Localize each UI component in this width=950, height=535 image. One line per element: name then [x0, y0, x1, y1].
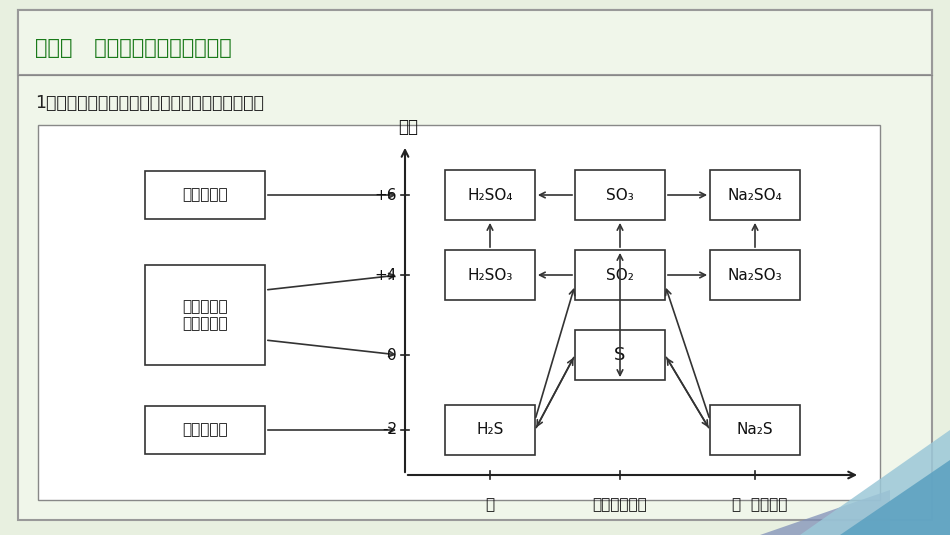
Text: 单质或氧化物: 单质或氧化物	[593, 497, 647, 512]
FancyBboxPatch shape	[145, 406, 265, 454]
Polygon shape	[760, 490, 890, 535]
Text: +4: +4	[374, 268, 397, 282]
Text: SO₃: SO₃	[606, 187, 634, 203]
Text: 既有氧化性
又有还原性: 既有氧化性 又有还原性	[182, 299, 228, 331]
Text: SO₂: SO₂	[606, 268, 634, 282]
FancyBboxPatch shape	[575, 330, 665, 380]
Text: H₂SO₄: H₂SO₄	[467, 187, 513, 203]
Text: 1．硫元素的化合价与氧化性、还原性之间的关系: 1．硫元素的化合价与氧化性、还原性之间的关系	[35, 94, 264, 112]
FancyBboxPatch shape	[710, 170, 800, 220]
Polygon shape	[800, 430, 950, 535]
Text: 0: 0	[388, 348, 397, 363]
FancyBboxPatch shape	[445, 405, 535, 455]
FancyBboxPatch shape	[445, 170, 535, 220]
FancyBboxPatch shape	[145, 171, 265, 219]
FancyBboxPatch shape	[710, 250, 800, 300]
FancyBboxPatch shape	[575, 170, 665, 220]
Text: 盐  物质类别: 盐 物质类别	[732, 497, 788, 512]
Text: 价态: 价态	[398, 118, 418, 136]
Text: -2: -2	[382, 423, 397, 438]
FancyBboxPatch shape	[710, 405, 800, 455]
Text: 只有氧化性: 只有氧化性	[182, 187, 228, 203]
FancyBboxPatch shape	[145, 265, 265, 365]
Text: 只有还原性: 只有还原性	[182, 423, 228, 438]
Text: H₂SO₃: H₂SO₃	[467, 268, 513, 282]
Text: S: S	[615, 346, 626, 364]
Text: 角度一   硫及其化合物的转化关系: 角度一 硫及其化合物的转化关系	[35, 38, 232, 58]
FancyBboxPatch shape	[18, 10, 932, 520]
FancyBboxPatch shape	[38, 125, 880, 500]
Text: 酸: 酸	[485, 497, 495, 512]
Text: H₂S: H₂S	[476, 423, 504, 438]
FancyBboxPatch shape	[445, 250, 535, 300]
Text: Na₂SO₃: Na₂SO₃	[728, 268, 782, 282]
Polygon shape	[840, 460, 950, 535]
Text: +6: +6	[374, 187, 397, 203]
FancyBboxPatch shape	[18, 10, 932, 75]
Text: Na₂S: Na₂S	[736, 423, 773, 438]
Text: Na₂SO₄: Na₂SO₄	[728, 187, 783, 203]
FancyBboxPatch shape	[575, 250, 665, 300]
